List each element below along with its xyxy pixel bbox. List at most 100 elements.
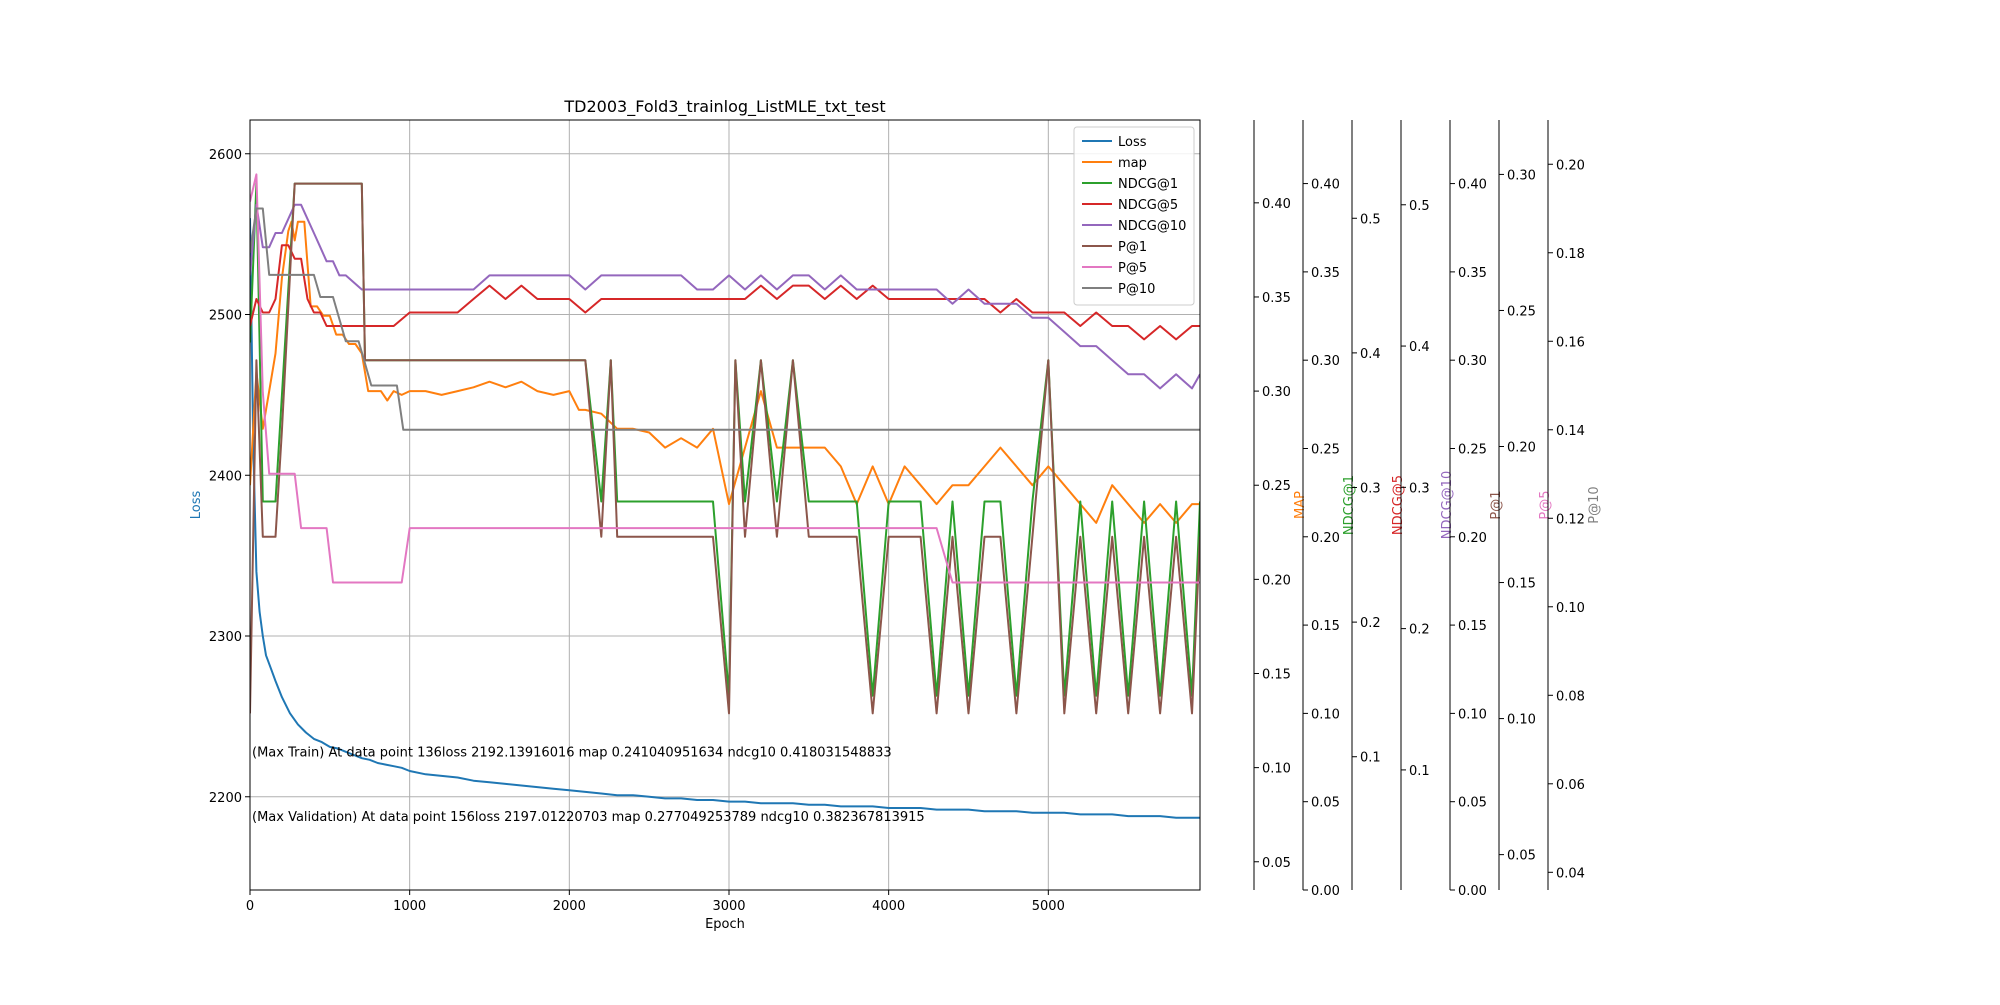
- y-tick-label: 2500: [209, 309, 242, 324]
- y-tick-label: 0.15: [1311, 619, 1340, 634]
- y-tick-label: 2300: [209, 630, 242, 645]
- y-tick-label: 0.35: [1311, 266, 1340, 281]
- legend-label: P@1: [1118, 240, 1147, 255]
- y-axis-loss: 2200 2300 2400 2500 2600: [209, 148, 250, 806]
- y-axis-label-ndcg1: NDCG@1: [1342, 475, 1357, 535]
- y-axis-ndcg1: 0.00 0.05 0.10 0.15 0.20 0.25 0.30 0.35 0.40 NDCG…: [1302, 120, 1357, 899]
- y-tick-label: 0.06: [1556, 778, 1585, 793]
- y-tick-label: 0.25: [1458, 442, 1487, 457]
- y-axis-label-p5: P@5: [1538, 490, 1553, 519]
- series-line-p-10: [250, 207, 1200, 431]
- y-axis-label-p10: P@10: [1587, 486, 1602, 523]
- series-line-ndcg-5: [250, 244, 1200, 341]
- y-tick-label: 0.5: [1409, 199, 1430, 214]
- y-tick-label: 0.40: [1458, 178, 1487, 193]
- y-tick-label: 0.35: [1262, 291, 1291, 306]
- y-tick-label: 0.10: [1262, 762, 1291, 777]
- y-axis-label-map: MAP: [1293, 491, 1308, 519]
- y-axis-label-loss: Loss: [189, 491, 204, 520]
- y-axis-ndcg5: 0.1 0.2 0.3 0.4 0.5 NDCG@5: [1351, 120, 1406, 890]
- y-tick-label: 0.30: [1311, 354, 1340, 369]
- y-tick-label: 0.10: [1556, 601, 1585, 616]
- plot-frame: [249, 119, 1201, 891]
- y-tick-label: 0.2: [1409, 623, 1430, 638]
- y-tick-label: 0.4: [1409, 340, 1430, 355]
- y-tick-label: 0.25: [1507, 304, 1536, 319]
- series-line-p-1: [250, 182, 1200, 715]
- annotation-max-validation: (Max Validation) At data point 156loss 2…: [252, 810, 925, 825]
- y-tick-label: 0.40: [1311, 178, 1340, 193]
- x-axis-label: Epoch: [705, 917, 745, 932]
- y-tick-label: 0.05: [1507, 849, 1536, 864]
- legend-label: Loss: [1118, 135, 1147, 150]
- legend: Loss map NDCG@1 NDCG@5 NDCG@10 P@1 P@5 P@10: [1073, 126, 1195, 306]
- y-axis-p5: 0.05 0.10 0.15 0.20 0.25 0.30 P@5: [1498, 120, 1553, 890]
- y-tick-label: 0.1: [1360, 751, 1381, 766]
- y-tick-label: 0.20: [1556, 158, 1585, 173]
- y-tick-label: 0.20: [1262, 573, 1291, 588]
- x-tick-label: 4000: [872, 899, 905, 914]
- legend-label: map: [1118, 156, 1147, 171]
- y-tick-label: 0.3: [1360, 482, 1381, 497]
- y-tick-label: 0.00: [1311, 884, 1340, 899]
- x-axis: 0 1000 2000 3000 4000 5000: [246, 890, 1065, 914]
- y-tick-label: 0.08: [1556, 689, 1585, 704]
- y-tick-label: 0.04: [1556, 866, 1585, 881]
- x-tick-label: 3000: [712, 899, 745, 914]
- y-tick-label: 0.05: [1262, 856, 1291, 871]
- y-tick-label: 0.30: [1262, 385, 1291, 400]
- y-tick-label: 0.12: [1556, 512, 1585, 527]
- x-tick-label: 1000: [393, 899, 426, 914]
- y-tick-label: 0.10: [1458, 707, 1487, 722]
- y-tick-label: 0.3: [1409, 481, 1430, 496]
- y-axis-label-p1: P@1: [1489, 490, 1504, 519]
- y-axis-p10: 0.04 0.06 0.08 0.10 0.12 0.14 0.16 0.18 0.20 P@10: [1547, 120, 1602, 890]
- y-tick-label: 0.25: [1311, 442, 1340, 457]
- y-tick-label: 0.1: [1409, 764, 1430, 779]
- y-tick-label: 0.40: [1262, 197, 1291, 212]
- x-tick-label: 5000: [1032, 899, 1065, 914]
- y-axis-p1: 0.00 0.05 0.10 0.15 0.20 0.25 0.30 0.35 0.40 P@1: [1449, 120, 1504, 899]
- y-tick-label: 2200: [209, 791, 242, 806]
- y-axis-map: 0.05 0.10 0.15 0.20 0.25 0.30 0.35 0.40 MAP: [1253, 120, 1308, 890]
- chart-title: TD2003_Fold3_trainlog_ListMLE_txt_test: [563, 97, 885, 117]
- x-tick-label: 0: [246, 899, 254, 914]
- y-tick-label: 0.30: [1458, 354, 1487, 369]
- y-tick-label: 0.15: [1458, 619, 1487, 634]
- series-group: [250, 173, 1200, 819]
- y-tick-label: 0.20: [1311, 531, 1340, 546]
- y-tick-label: 0.30: [1507, 168, 1536, 183]
- y-tick-label: 0.10: [1507, 713, 1536, 728]
- series-line-map: [250, 220, 1200, 524]
- legend-label: NDCG@10: [1118, 219, 1186, 234]
- annotation-max-train: (Max Train) At data point 136loss 2192.1…: [252, 746, 892, 761]
- y-tick-label: 0.16: [1556, 335, 1585, 350]
- y-tick-label: 0.14: [1556, 424, 1585, 439]
- y-tick-label: 0.20: [1507, 441, 1536, 456]
- y-axis-label-ndcg5: NDCG@5: [1391, 475, 1406, 535]
- series-line-p-5: [250, 173, 1200, 584]
- series-line-ndcg-10: [250, 203, 1200, 390]
- y-tick-label: 0.15: [1262, 667, 1291, 682]
- y-tick-label: 0.00: [1458, 884, 1487, 899]
- y-tick-label: 2600: [209, 148, 242, 163]
- series-line-loss: [250, 218, 1200, 819]
- y-tick-label: 2400: [209, 469, 242, 484]
- y-tick-label: 0.5: [1360, 212, 1381, 227]
- legend-label: P@5: [1118, 261, 1147, 276]
- y-tick-label: 0.05: [1458, 796, 1487, 811]
- y-tick-label: 0.25: [1262, 479, 1291, 494]
- y-tick-label: 0.10: [1311, 707, 1340, 722]
- legend-label: P@10: [1118, 282, 1155, 297]
- y-tick-label: 0.05: [1311, 796, 1340, 811]
- y-tick-label: 0.15: [1507, 577, 1536, 592]
- x-tick-label: 2000: [553, 899, 586, 914]
- legend-label: NDCG@1: [1118, 177, 1178, 192]
- y-axis-ndcg10: 0.1 0.2 0.3 0.4 0.5 NDCG@10: [1400, 120, 1455, 890]
- y-tick-label: 0.35: [1458, 266, 1487, 281]
- legend-box: [1073, 126, 1195, 306]
- legend-label: NDCG@5: [1118, 198, 1178, 213]
